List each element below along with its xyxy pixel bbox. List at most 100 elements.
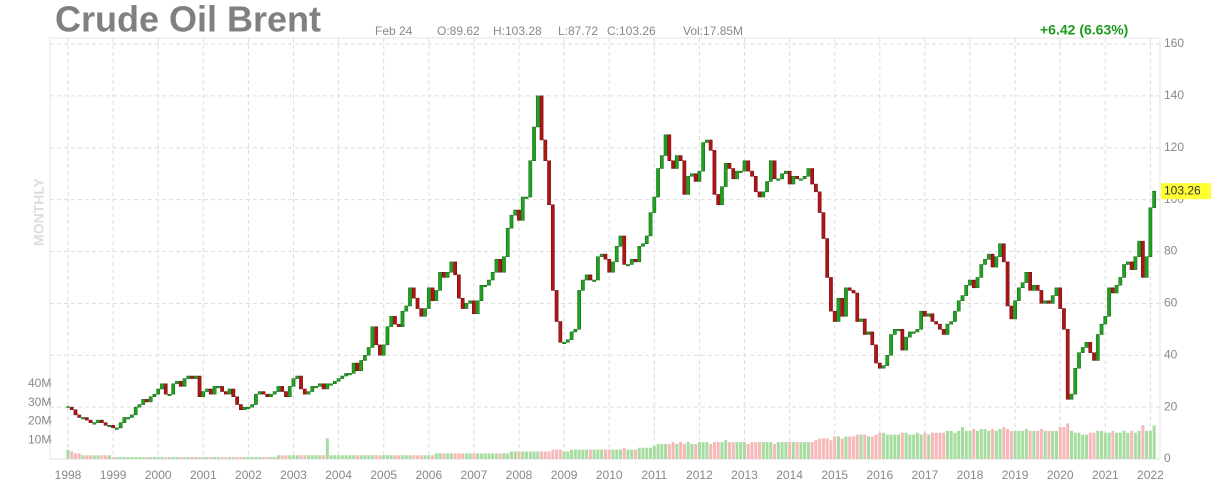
volume-bar (844, 436, 848, 459)
volume-bar (765, 442, 769, 459)
volume-bar (149, 457, 153, 459)
volume-bar (446, 453, 450, 459)
volume-bar (295, 455, 299, 459)
low-text: L:87.72 (558, 24, 598, 38)
candle (393, 316, 397, 325)
volume-bar (851, 436, 855, 459)
candle (201, 391, 206, 397)
volume-bar (769, 442, 773, 459)
y-tick-label: 20 (1164, 399, 1178, 413)
candle (224, 391, 228, 395)
y-tick-label: 40 (1164, 347, 1178, 361)
candle (1095, 334, 1100, 361)
candle (611, 261, 615, 273)
candle (596, 256, 600, 281)
volume-bar (494, 453, 498, 459)
volume-bar (964, 430, 968, 459)
candle (1035, 284, 1040, 291)
candle (547, 160, 551, 206)
volume-bar (536, 451, 540, 459)
candle (543, 139, 548, 161)
volume-bar (912, 434, 916, 459)
volume-bar (382, 455, 386, 459)
volume-bar (596, 449, 600, 459)
volume-bar (506, 453, 510, 459)
volume-bar (1066, 423, 1070, 459)
candle (885, 355, 890, 366)
x-tick-label: 2013 (731, 468, 758, 482)
candle (1077, 352, 1081, 369)
volume-bar (697, 442, 701, 459)
volume-bar (739, 442, 743, 459)
candle (1107, 287, 1111, 317)
volume-bar (77, 453, 81, 459)
volume-bar (209, 457, 213, 459)
candle (979, 264, 984, 278)
volume-bar (104, 455, 108, 459)
candle (1122, 264, 1126, 278)
candle (1017, 287, 1021, 302)
volume-bar (656, 444, 660, 459)
candle (291, 378, 296, 387)
volume-bar (246, 457, 250, 459)
volume-bar (649, 447, 653, 459)
chart-title: Crude Oil Brent (55, 0, 321, 40)
candle (768, 160, 773, 182)
volume-bar (893, 434, 897, 459)
candle (148, 396, 153, 403)
candle (592, 279, 597, 282)
candle (900, 329, 905, 351)
volume-bar (261, 457, 265, 459)
candle (1009, 305, 1014, 320)
volume-bar (645, 447, 649, 459)
candle (840, 297, 845, 317)
candle (103, 422, 108, 426)
candle (1148, 207, 1153, 257)
volume-bar (160, 457, 164, 459)
candle (423, 308, 427, 317)
volume-bar (292, 455, 295, 459)
volume-bar (1036, 430, 1040, 459)
volume-bar (243, 457, 247, 459)
volume-bar (284, 455, 288, 459)
y-tick-label: 80 (1164, 244, 1178, 258)
volume-bar (201, 457, 205, 459)
volume-bar (96, 455, 100, 459)
candle (539, 95, 544, 141)
candle (227, 388, 232, 395)
volume-bar (1133, 432, 1137, 459)
volume-bar (412, 455, 416, 459)
volume-bar (840, 438, 844, 459)
volume-bar (134, 457, 138, 459)
candle (697, 170, 702, 182)
candle (517, 209, 521, 221)
candle (1054, 287, 1059, 296)
volume-bar (431, 455, 435, 459)
candle (84, 417, 89, 421)
candle (776, 178, 781, 181)
candle (1028, 272, 1032, 291)
candle (314, 386, 318, 389)
candle (404, 305, 409, 312)
volume-bar (731, 442, 735, 459)
volume-bar (333, 455, 337, 459)
volume-bar (735, 442, 739, 459)
x-tick-label: 2000 (145, 468, 172, 482)
candle (648, 212, 653, 237)
volume-bar (1017, 430, 1021, 459)
volume-bar (1032, 430, 1036, 459)
volume-bar (960, 427, 964, 459)
candle (216, 386, 221, 389)
volume-bar (205, 457, 209, 459)
volume-bar (408, 455, 412, 459)
volume-bar (1028, 430, 1032, 459)
candle (430, 287, 435, 302)
volume-bar (111, 457, 115, 459)
volume-bar (145, 457, 149, 459)
candle (968, 279, 972, 286)
candle (945, 323, 950, 335)
candle (1047, 300, 1051, 304)
candle (505, 227, 510, 257)
period-label: MONTHLY (31, 177, 47, 246)
